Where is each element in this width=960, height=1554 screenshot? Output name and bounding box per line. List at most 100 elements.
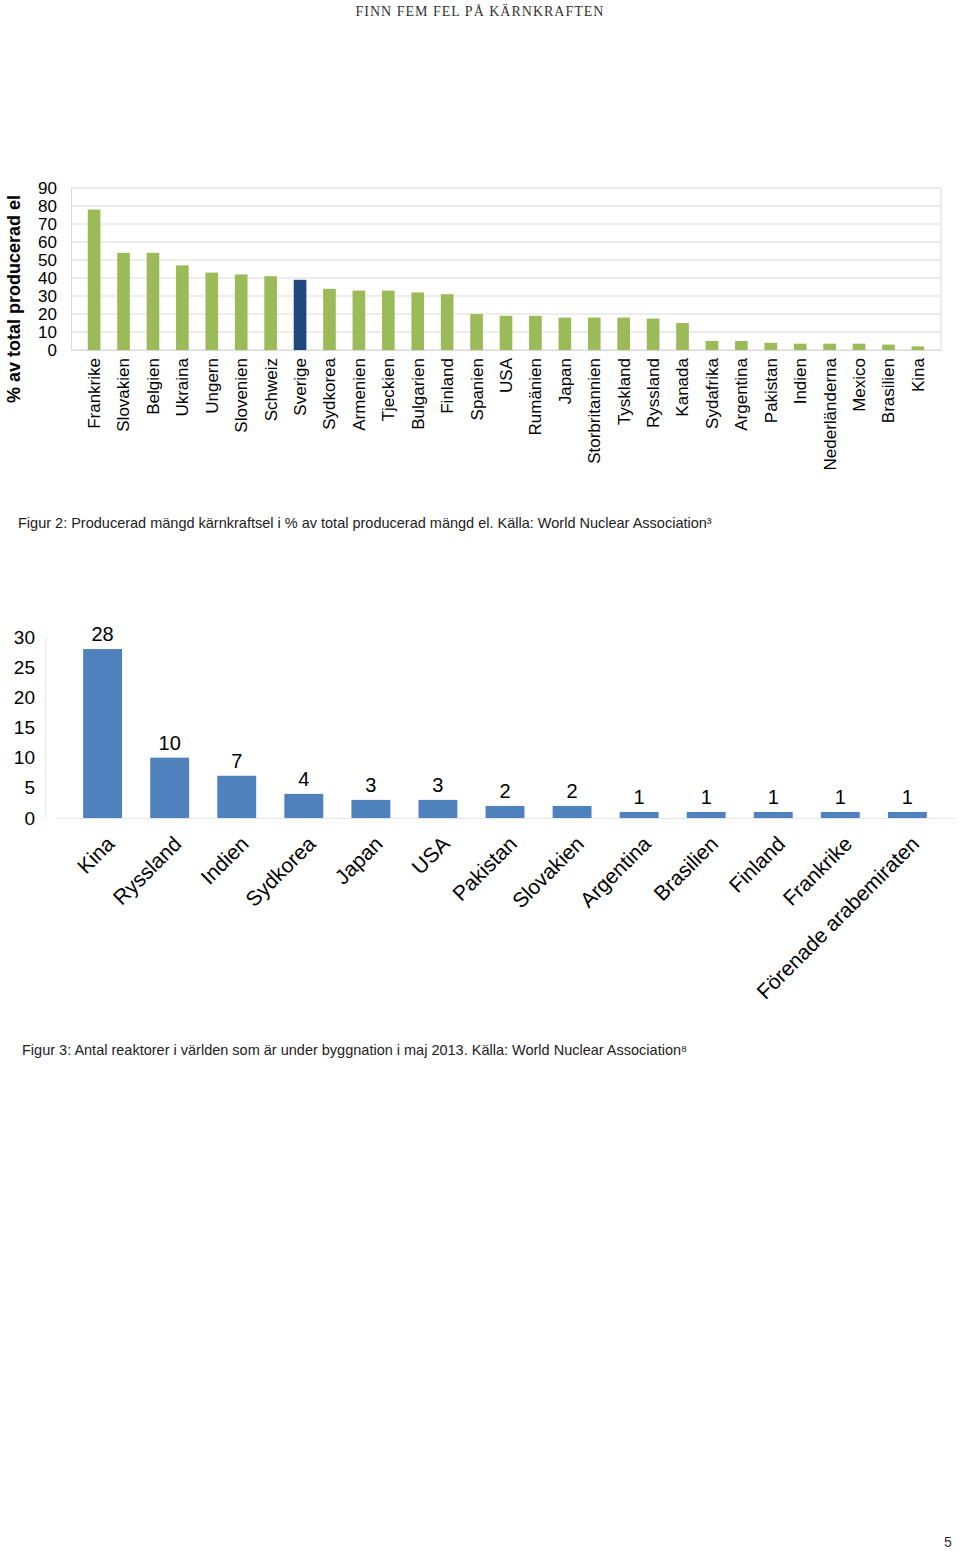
bar	[687, 812, 726, 818]
caption: Figur 2: Producerad mängd kärnkraftsel i…	[18, 515, 712, 531]
caption: Figur 3: Antal reaktorer i världen som ä…	[22, 1042, 687, 1058]
y-tick-label: 25	[14, 657, 35, 678]
data-labels: 281074332211111	[91, 623, 912, 808]
page-svg: FINN FEM FEL PÅ KÄRNKRAFTEN5010203040506…	[0, 0, 960, 1554]
x-tick: Brasilien	[879, 350, 898, 423]
x-tick: Kanada	[673, 350, 692, 417]
y-axis: 051015202530	[14, 627, 46, 829]
x-tick-label: Argentina	[732, 357, 751, 430]
y-tick: 5	[24, 777, 45, 798]
bar	[117, 253, 130, 350]
x-tick-label: Spanien	[468, 358, 487, 420]
x-tick: Indien	[791, 350, 810, 404]
x-tick: Finland	[724, 818, 789, 897]
x-tick-label: USA	[497, 357, 516, 393]
data-label: 1	[768, 786, 779, 808]
x-axis-line	[56, 818, 956, 819]
bar	[147, 253, 160, 350]
x-tick-label: Japan	[330, 832, 387, 889]
bar	[205, 273, 218, 350]
y-tick-label: 10	[14, 747, 35, 768]
x-tick-label: Rumänien	[526, 358, 545, 436]
x-tick-label: Indien	[791, 358, 810, 404]
grid-line	[71, 260, 941, 261]
x-tick: Nederländerna	[821, 350, 840, 470]
bar	[284, 794, 323, 818]
x-tick-label: Schweiz	[262, 358, 281, 421]
x-tick: Mexico	[850, 350, 869, 412]
x-tick: Slovenien	[232, 350, 251, 433]
data-label: 10	[159, 732, 181, 754]
data-label: 2	[499, 780, 510, 802]
bar	[294, 280, 307, 350]
x-tick-label: Frankrike	[85, 358, 104, 429]
x-tick-label: Japan	[556, 358, 575, 404]
x-tick: Ryssland	[644, 350, 663, 428]
x-tick: Slovakien	[114, 350, 133, 432]
grid	[71, 188, 941, 350]
bar	[617, 318, 630, 350]
x-tick: Finland	[438, 350, 457, 414]
bar	[882, 345, 895, 350]
x-tick: Ukraina	[173, 350, 192, 417]
data-label: 1	[902, 786, 913, 808]
y-axis-line	[45, 638, 46, 819]
y-tick: 30	[14, 627, 45, 648]
x-tick-label: Ryssland	[108, 832, 185, 909]
x-tick: Armenien	[350, 350, 369, 431]
y-tick-label: 20	[38, 305, 57, 324]
x-tick: Sydafrika	[703, 350, 722, 429]
y-tick: 20	[38, 305, 71, 324]
bar	[764, 343, 777, 350]
x-tick-label: Nederländerna	[821, 357, 840, 470]
x-tick: Slovakien	[507, 818, 588, 912]
y-tick-label: 90	[38, 179, 57, 198]
bar	[676, 323, 689, 350]
x-tick: Ryssland	[108, 818, 185, 909]
bars	[83, 649, 927, 818]
grid-line	[71, 278, 941, 279]
bar	[620, 812, 659, 818]
y-tick: 0	[48, 341, 71, 360]
x-tick: Argentina	[732, 350, 751, 431]
y-tick-label: 30	[14, 627, 35, 648]
x-tick-label: Pakistan	[762, 358, 781, 423]
data-label: 28	[91, 623, 113, 645]
y-axis-line	[71, 189, 72, 351]
x-tick-label: Indien	[196, 832, 253, 889]
x-tick-label: Ungern	[203, 358, 222, 414]
bar	[351, 800, 390, 818]
data-label: 3	[432, 774, 443, 796]
x-tick-label: Mexico	[850, 358, 869, 412]
x-axis: Frankrike Slovakien Belgien Ukraina Ungern Sl…	[72, 350, 942, 470]
y-tick-label: 20	[14, 687, 35, 708]
y-tick-label: 70	[38, 215, 57, 234]
y-axis: 0102030405060708090	[38, 179, 71, 360]
bar	[821, 812, 860, 818]
x-tick-label: Bulgarien	[409, 358, 428, 430]
x-tick-label: Slovakien	[114, 358, 133, 432]
bar	[382, 291, 395, 350]
x-tick: Frankrike	[85, 350, 104, 429]
x-tick-label: Förenade arabemiraten	[752, 832, 923, 1003]
x-tick-label: Argentina	[575, 832, 655, 912]
page-number: 5	[944, 1534, 952, 1550]
bar	[735, 341, 748, 350]
bar	[754, 812, 793, 818]
y-tick: 10	[38, 323, 71, 342]
y-tick: 40	[38, 269, 71, 288]
x-tick: Spanien	[468, 350, 487, 420]
x-tick-label: Ryssland	[644, 358, 663, 428]
bar	[486, 806, 525, 818]
x-tick: Storbritannien	[585, 350, 604, 464]
bar	[83, 649, 122, 818]
x-tick-label: Storbritannien	[585, 358, 604, 464]
x-tick-label: USA	[407, 832, 454, 879]
y-tick: 70	[38, 215, 71, 234]
y-tick-label: 15	[14, 717, 35, 738]
y-tick-label: 40	[38, 269, 57, 288]
x-tick-label: Belgien	[144, 358, 163, 415]
bar	[150, 758, 189, 818]
x-tick: Pakistan	[762, 350, 781, 423]
y-tick-label: 80	[38, 197, 57, 216]
